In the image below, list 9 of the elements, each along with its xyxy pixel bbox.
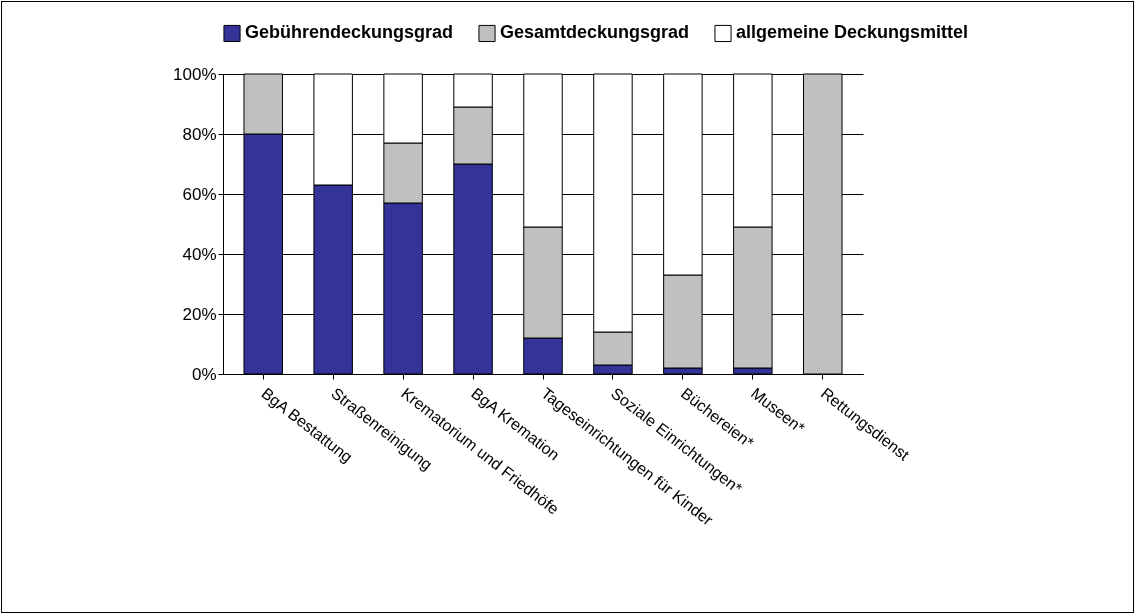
legend-label: Gesamtdeckungsgrad [500,22,690,43]
y-tick-label: 0% [191,364,217,384]
y-tick-label: 80% [182,124,217,144]
y-tick-label: 100% [173,64,217,84]
legend-label: Gebührendeckungsgrad [245,22,454,43]
legend-label: allgemeine Deckungsmittel [736,22,969,43]
y-tick-label: 20% [182,304,217,324]
y-tick-label: 40% [182,244,217,264]
y-tick-label: 60% [182,184,217,204]
